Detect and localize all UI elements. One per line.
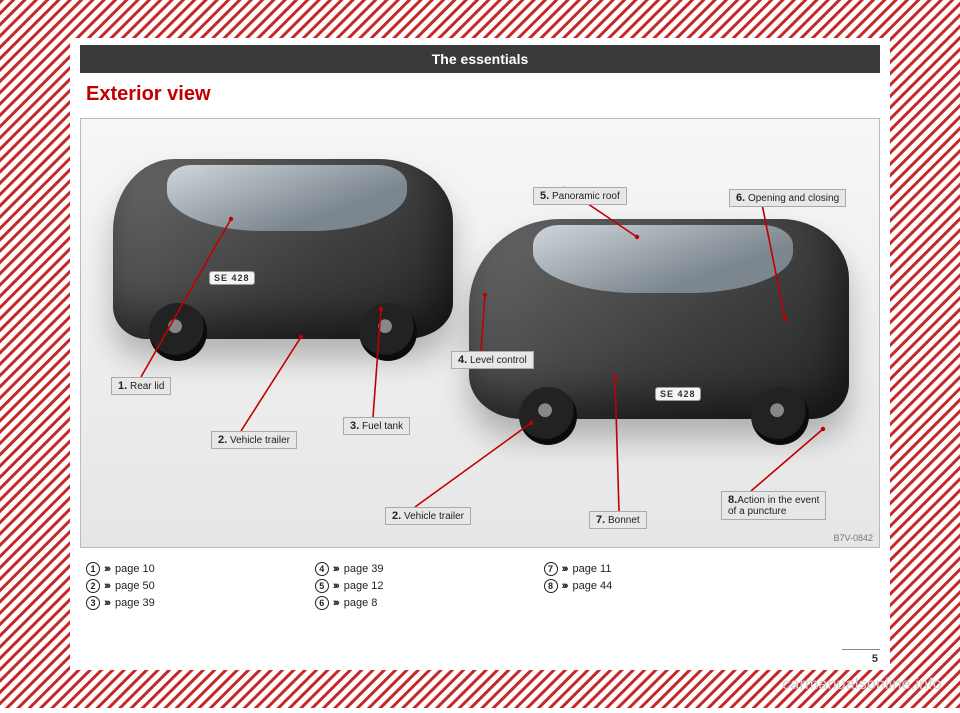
callout-label: 4. Level control [451, 351, 534, 369]
page-references: 1 ››› page 10 2 ››› page 50 3 ››› page 39 4 ››› pag… [80, 562, 880, 610]
chevron-icon: ››› [104, 580, 109, 592]
ref-page-text: page 11 [573, 563, 612, 575]
ref-column: 4 ››› page 39 5 ››› page 12 6 ››› page 8 [315, 562, 384, 610]
watermark-text: carmanualsonline.info [782, 676, 942, 694]
ref-page-text: page 44 [573, 580, 613, 592]
callout-label: 2. Vehicle trailer [211, 431, 297, 449]
callout-label: 5. Panoramic roof [533, 187, 627, 205]
rear-glass [167, 165, 407, 231]
chevron-icon: ››› [333, 563, 338, 575]
wheel-icon [359, 303, 417, 361]
ref-number-badge: 8 [544, 579, 558, 593]
page-reference[interactable]: 3 ››› page 39 [86, 596, 155, 610]
page-reference[interactable]: 4 ››› page 39 [315, 562, 384, 576]
exterior-view-figure: SE 428 SE 428 B7V-0842 1. Rear lid 2. Veh… [80, 118, 880, 548]
wheel-icon [519, 387, 577, 445]
page-reference[interactable]: 5 ››› page 12 [315, 579, 384, 593]
ref-number-badge: 6 [315, 596, 329, 610]
header-bar: The essentials [80, 45, 880, 73]
page-reference[interactable]: 8 ››› page 44 [544, 579, 613, 593]
ref-column: 1 ››› page 10 2 ››› page 50 3 ››› page 39 [86, 562, 155, 610]
page-reference[interactable]: 2 ››› page 50 [86, 579, 155, 593]
section-title: Exterior view [80, 83, 880, 106]
vehicle-front-illustration: SE 428 [469, 219, 849, 419]
vehicle-rear-illustration: SE 428 [113, 159, 453, 339]
ref-page-text: page 39 [115, 597, 155, 609]
ref-number-badge: 7 [544, 562, 558, 576]
chevron-icon: ››› [562, 580, 567, 592]
callout-label: 6. Opening and closing [729, 189, 846, 207]
callout-label: 8.Action in the eventof a puncture [721, 491, 826, 520]
front-glass [533, 225, 793, 293]
license-plate-front: SE 428 [655, 387, 701, 401]
license-plate-rear: SE 428 [209, 271, 255, 285]
ref-number-badge: 2 [86, 579, 100, 593]
page-reference[interactable]: 6 ››› page 8 [315, 596, 384, 610]
ref-number-badge: 3 [86, 596, 100, 610]
callout-label: 7. Bonnet [589, 511, 647, 529]
chevron-icon: ››› [333, 597, 338, 609]
ref-page-text: page 12 [344, 580, 384, 592]
callout-label: 2. Vehicle trailer [385, 507, 471, 525]
wheel-icon [751, 387, 809, 445]
ref-page-text: page 10 [115, 563, 155, 575]
chevron-icon: ››› [562, 563, 567, 575]
ref-page-text: page 50 [115, 580, 155, 592]
page-reference[interactable]: 1 ››› page 10 [86, 562, 155, 576]
callout-label: 3. Fuel tank [343, 417, 410, 435]
ref-page-text: page 39 [344, 563, 384, 575]
chevron-icon: ››› [104, 563, 109, 575]
chevron-icon: ››› [333, 580, 338, 592]
page-reference[interactable]: 7 ››› page 11 [544, 562, 613, 576]
ref-page-text: page 8 [344, 597, 378, 609]
chevron-icon: ››› [104, 597, 109, 609]
ref-column: 7 ››› page 11 8 ››› page 44 [544, 562, 613, 610]
wheel-icon [149, 303, 207, 361]
ref-number-badge: 5 [315, 579, 329, 593]
callout-label: 1. Rear lid [111, 377, 171, 395]
figure-id-label: B7V-0842 [833, 533, 873, 543]
ref-number-badge: 4 [315, 562, 329, 576]
header-title: The essentials [432, 51, 529, 67]
ref-number-badge: 1 [86, 562, 100, 576]
page-number: 5 [842, 649, 880, 665]
